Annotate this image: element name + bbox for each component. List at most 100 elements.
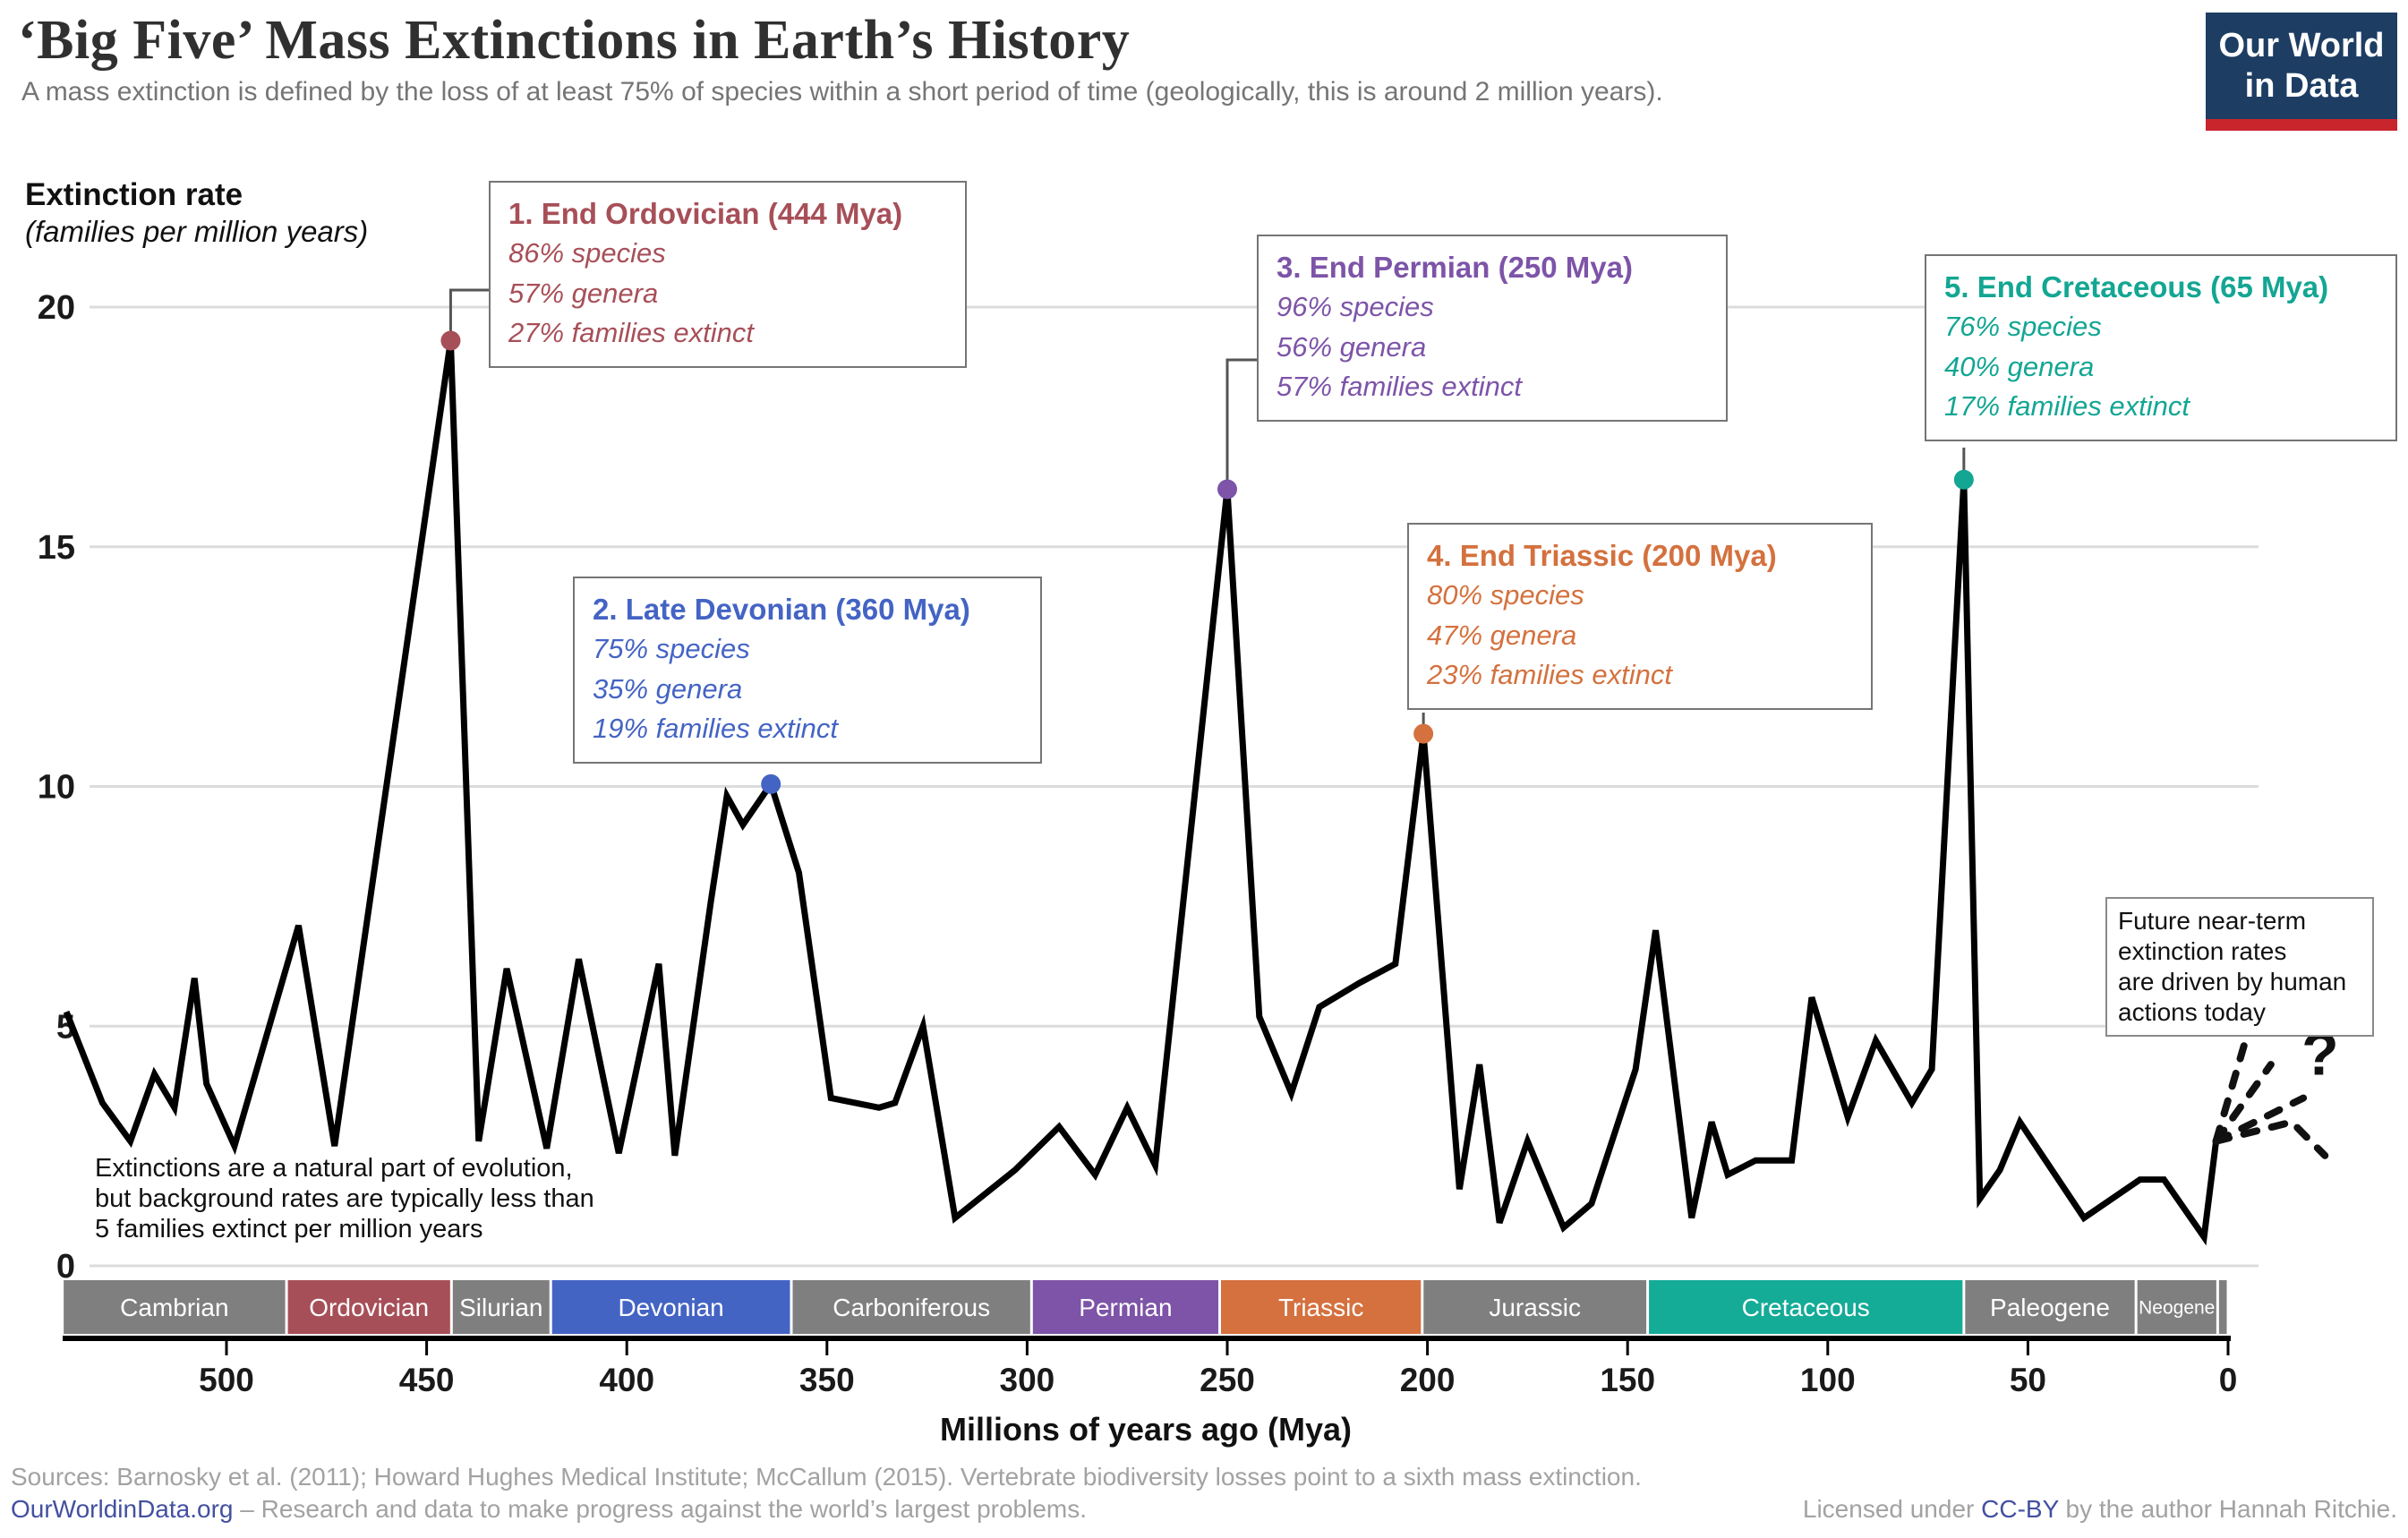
future-projection-line	[2212, 1041, 2248, 1145]
x-tick-label: 500	[199, 1362, 254, 1398]
period-band-quaternary	[2218, 1280, 2227, 1334]
period-band-permian	[1032, 1280, 1219, 1334]
event-title: 1. End Ordovician (444 Mya)	[508, 197, 903, 230]
owid-logo-line1: Our World	[2218, 26, 2385, 64]
background-note-line: 5 families extinct per million years	[95, 1215, 483, 1244]
event-species: 80% species	[1427, 578, 1584, 611]
owid-logo-text: Our World in Data	[2206, 13, 2397, 119]
period-band-paleogene	[1965, 1280, 2135, 1334]
future-projection-line	[2212, 1117, 2329, 1159]
event-box-end-ordovician: 1. End Ordovician (444 Mya) 86% species …	[489, 181, 967, 368]
event-dot-4	[1413, 723, 1434, 744]
y-axis-subtitle: (families per million years)	[25, 215, 369, 248]
period-band-label: Neogene	[2139, 1298, 2215, 1319]
period-band-label: Jurassic	[1489, 1294, 1581, 1321]
event-species: 86% species	[508, 236, 666, 269]
background-note-line: Extinctions are a natural part of evolut…	[95, 1154, 573, 1183]
footer-sources: Sources: Barnosky et al. (2011); Howard …	[11, 1463, 1642, 1491]
event-title: 4. End Triassic (200 Mya)	[1427, 539, 1777, 572]
footer-tagline: OurWorldinData.org – Research and data t…	[11, 1495, 1087, 1524]
owid-link[interactable]: OurWorldinData.org	[11, 1495, 234, 1523]
event-connector	[1225, 358, 1259, 483]
x-tick-label: 250	[1200, 1362, 1255, 1398]
extinction-rate-line	[63, 339, 2220, 1246]
event-genera: 56% genera	[1277, 330, 1427, 363]
x-tick-label: 450	[399, 1362, 455, 1398]
background-rate-note: Extinctions are a natural part of evolut…	[95, 1153, 594, 1245]
x-tick-label: 100	[1800, 1362, 1856, 1398]
page-title: ‘Big Five’ Mass Extinctions in Earth’s H…	[18, 10, 1131, 71]
event-title: 5. End Cretaceous (65 Mya)	[1944, 270, 2329, 303]
owid-logo-red-bar	[2206, 119, 2397, 131]
background-note-line: but background rates are typically less …	[95, 1184, 594, 1214]
event-title: 2. Late Devonian (360 Mya)	[593, 593, 970, 626]
period-band-devonian	[551, 1280, 790, 1334]
period-band-carboniferous	[792, 1280, 1030, 1334]
y-axis-title: Extinction rate	[25, 177, 243, 212]
event-species: 96% species	[1277, 290, 1434, 322]
footer-tagline-text: – Research and data to make progress aga…	[233, 1495, 1088, 1523]
license-prefix: Licensed under	[1802, 1495, 1982, 1523]
event-box-end-cretaceous: 5. End Cretaceous (65 Mya) 76% species 4…	[1925, 254, 2397, 441]
event-dot-3	[1217, 479, 1237, 500]
event-box-late-devonian: 2. Late Devonian (360 Mya) 75% species 3…	[573, 577, 1042, 764]
period-band-ordovician	[287, 1280, 450, 1334]
x-axis-title: Millions of years ago (Mya)	[939, 1411, 1353, 1448]
period-band-cretaceous	[1649, 1280, 1963, 1334]
event-box-end-triassic: 4. End Triassic (200 Mya) 80% species 47…	[1407, 523, 1873, 710]
future-projection-line	[2212, 1061, 2275, 1145]
period-band-silurian	[452, 1280, 550, 1334]
event-genera: 40% genera	[1944, 350, 2095, 382]
owid-logo-line2: in Data	[2244, 66, 2359, 105]
x-tick-label: 350	[799, 1362, 855, 1398]
period-band-label: Ordovician	[309, 1294, 429, 1321]
future-note-line: actions today	[2118, 997, 2266, 1026]
event-genera: 57% genera	[508, 277, 659, 309]
period-band-jurassic	[1423, 1280, 1647, 1334]
event-species: 76% species	[1944, 310, 2102, 342]
event-dot-2	[761, 773, 781, 794]
future-rates-note: Future near-term extinction rates are dr…	[2105, 897, 2374, 1037]
period-band-triassic	[1221, 1280, 1422, 1334]
event-genera: 35% genera	[593, 672, 743, 705]
owid-logo: Our World in Data	[2206, 13, 2397, 131]
period-band-label: Permian	[1079, 1294, 1172, 1321]
event-dot-1	[440, 330, 461, 351]
license-suffix: by the author Hannah Ritchie.	[2058, 1495, 2397, 1523]
period-band-label: Carboniferous	[833, 1294, 990, 1321]
y-tick-label: 15	[38, 529, 75, 567]
x-tick-label: 200	[1400, 1362, 1456, 1398]
event-genera: 47% genera	[1427, 619, 1577, 651]
event-families: 27% families extinct	[508, 317, 754, 349]
period-band-label: Paleogene	[1990, 1294, 2110, 1321]
future-note-line: are driven by human	[2118, 967, 2347, 995]
event-families: 57% families extinct	[1277, 371, 1522, 403]
event-families: 19% families extinct	[593, 713, 838, 745]
event-species: 75% species	[593, 632, 750, 664]
page-subtitle: A mass extinction is defined by the loss…	[21, 77, 1663, 107]
future-note-line: Future near-term	[2118, 907, 2307, 935]
event-dot-5	[1953, 469, 1974, 490]
x-tick-label: 0	[2219, 1362, 2238, 1398]
x-tick-label: 300	[1000, 1362, 1055, 1398]
period-band-neogene	[2137, 1280, 2216, 1334]
x-tick-label: 400	[599, 1362, 654, 1398]
footer-license: Licensed under CC-BY by the author Hanna…	[1803, 1495, 2397, 1524]
x-tick-label: 50	[2010, 1362, 2046, 1398]
y-tick-label: 10	[38, 769, 75, 807]
period-band-label: Devonian	[618, 1294, 723, 1321]
x-tick-label: 150	[1600, 1362, 1655, 1398]
period-band-label: Cretaceous	[1742, 1294, 1870, 1321]
future-projection-line	[2212, 1094, 2308, 1145]
event-families: 23% families extinct	[1427, 659, 1672, 691]
y-tick-label: 20	[38, 289, 75, 327]
future-note-line: extinction rates	[2118, 936, 2287, 965]
period-band-cambrian	[64, 1280, 286, 1334]
period-band-label: Silurian	[459, 1294, 542, 1321]
period-band-label: Triassic	[1278, 1294, 1363, 1321]
cc-by-link[interactable]: CC-BY	[1981, 1495, 2059, 1523]
event-families: 17% families extinct	[1944, 390, 2190, 423]
y-tick-label: 0	[56, 1248, 75, 1286]
period-band-label: Cambrian	[120, 1294, 228, 1321]
